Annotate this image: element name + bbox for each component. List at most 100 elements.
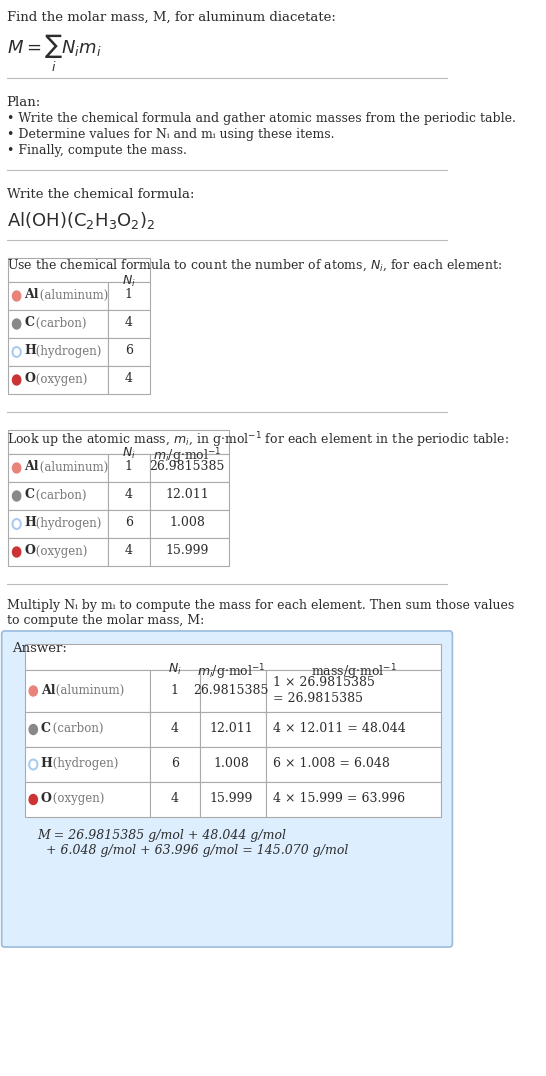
Text: (hydrogen): (hydrogen) <box>49 758 118 770</box>
Text: $m_i$/g$\cdot$mol$^{-1}$: $m_i$/g$\cdot$mol$^{-1}$ <box>197 662 265 681</box>
Text: M = 26.9815385 g/mol + 48.044 g/mol: M = 26.9815385 g/mol + 48.044 g/mol <box>38 829 287 843</box>
Bar <box>266 670 441 712</box>
Text: to compute the molar mass, M:: to compute the molar mass, M: <box>7 614 204 627</box>
Bar <box>200 782 266 817</box>
Bar <box>8 258 150 282</box>
Bar <box>108 366 150 394</box>
Bar <box>108 482 150 510</box>
Text: H: H <box>24 516 36 529</box>
Bar <box>108 454 150 482</box>
Bar <box>150 670 200 712</box>
Bar <box>8 366 108 394</box>
Circle shape <box>13 376 21 385</box>
Text: Use the chemical formula to count the number of atoms, $N_i$, for each element:: Use the chemical formula to count the nu… <box>7 258 502 273</box>
Circle shape <box>13 463 21 473</box>
Text: 15.999: 15.999 <box>210 792 253 805</box>
Text: C: C <box>24 489 34 501</box>
Text: H: H <box>41 758 52 770</box>
Circle shape <box>13 547 21 557</box>
Text: 12.011: 12.011 <box>165 489 209 501</box>
Text: $M = \sum_i N_i m_i$: $M = \sum_i N_i m_i$ <box>7 33 101 74</box>
Circle shape <box>13 291 21 301</box>
Text: $N_i$: $N_i$ <box>168 662 181 677</box>
Bar <box>8 430 229 454</box>
Bar <box>150 712 200 747</box>
Bar <box>200 670 266 712</box>
Text: (aluminum): (aluminum) <box>35 288 108 301</box>
Text: 4 × 15.999 = 63.996: 4 × 15.999 = 63.996 <box>273 792 405 805</box>
Text: Al: Al <box>24 461 39 473</box>
Circle shape <box>29 794 38 805</box>
Text: 4: 4 <box>171 722 179 735</box>
Text: Write the chemical formula:: Write the chemical formula: <box>7 188 194 201</box>
Bar <box>266 712 441 747</box>
Text: Al: Al <box>24 288 39 301</box>
Text: 4: 4 <box>125 316 133 329</box>
Bar <box>25 747 150 782</box>
Bar <box>25 712 150 747</box>
Text: 1: 1 <box>125 461 133 473</box>
Bar <box>150 510 229 538</box>
Circle shape <box>13 318 21 329</box>
Text: Al: Al <box>41 683 55 696</box>
Bar <box>150 747 200 782</box>
Bar <box>8 338 108 366</box>
Text: 1.008: 1.008 <box>169 516 205 529</box>
Text: = 26.9815385: = 26.9815385 <box>273 693 363 706</box>
Bar <box>108 282 150 310</box>
Text: 4: 4 <box>125 372 133 385</box>
Text: 26.9815385: 26.9815385 <box>150 461 225 473</box>
Text: Answer:: Answer: <box>11 642 67 655</box>
Bar <box>8 482 108 510</box>
Text: (aluminum): (aluminum) <box>52 683 124 696</box>
Text: 4: 4 <box>125 489 133 501</box>
Text: • Write the chemical formula and gather atomic masses from the periodic table.: • Write the chemical formula and gather … <box>7 112 515 125</box>
Text: (oxygen): (oxygen) <box>32 372 88 385</box>
Text: 15.999: 15.999 <box>165 544 209 557</box>
Text: 4: 4 <box>125 544 133 557</box>
Text: 1 × 26.9815385: 1 × 26.9815385 <box>273 677 375 690</box>
Bar <box>108 510 150 538</box>
Bar <box>108 338 150 366</box>
Circle shape <box>13 491 21 501</box>
Text: O: O <box>41 792 52 805</box>
Text: (oxygen): (oxygen) <box>32 544 88 557</box>
Text: 6 × 1.008 = 6.048: 6 × 1.008 = 6.048 <box>273 758 390 770</box>
Text: (carbon): (carbon) <box>32 316 87 329</box>
Text: 4 × 12.011 = 48.044: 4 × 12.011 = 48.044 <box>273 722 406 735</box>
Bar <box>25 782 150 817</box>
Bar <box>25 645 441 670</box>
Text: 1: 1 <box>125 288 133 301</box>
Text: 6: 6 <box>125 516 133 529</box>
Bar <box>150 482 229 510</box>
Text: • Determine values for Nᵢ and mᵢ using these items.: • Determine values for Nᵢ and mᵢ using t… <box>7 128 334 141</box>
Text: (oxygen): (oxygen) <box>49 792 104 805</box>
Bar <box>8 454 108 482</box>
Text: Plan:: Plan: <box>7 96 41 109</box>
Text: Multiply Nᵢ by mᵢ to compute the mass for each element. Then sum those values: Multiply Nᵢ by mᵢ to compute the mass fo… <box>7 599 514 612</box>
Text: 1.008: 1.008 <box>213 758 249 770</box>
Bar <box>8 510 108 538</box>
Bar <box>108 310 150 338</box>
Text: C: C <box>24 316 34 329</box>
Text: 6: 6 <box>171 758 179 770</box>
Text: (hydrogen): (hydrogen) <box>32 344 102 357</box>
Text: • Finally, compute the mass.: • Finally, compute the mass. <box>7 144 187 157</box>
Text: + 6.048 g/mol + 63.996 g/mol = 145.070 g/mol: + 6.048 g/mol + 63.996 g/mol = 145.070 g… <box>46 844 348 856</box>
Bar <box>150 538 229 566</box>
Text: $N_i$: $N_i$ <box>122 445 136 462</box>
Text: mass/g$\cdot$mol$^{-1}$: mass/g$\cdot$mol$^{-1}$ <box>311 662 396 681</box>
Text: 6: 6 <box>125 344 133 357</box>
Bar <box>266 747 441 782</box>
Bar <box>8 538 108 566</box>
Bar <box>8 310 108 338</box>
Bar <box>108 538 150 566</box>
Text: (carbon): (carbon) <box>49 722 104 735</box>
Text: (carbon): (carbon) <box>32 489 87 501</box>
Bar <box>150 454 229 482</box>
Text: Look up the atomic mass, $m_i$, in g$\cdot$mol$^{-1}$ for each element in the pe: Look up the atomic mass, $m_i$, in g$\cd… <box>7 430 509 450</box>
Text: O: O <box>24 372 35 385</box>
Text: $N_i$: $N_i$ <box>122 274 136 289</box>
Bar <box>200 712 266 747</box>
Text: C: C <box>41 722 51 735</box>
